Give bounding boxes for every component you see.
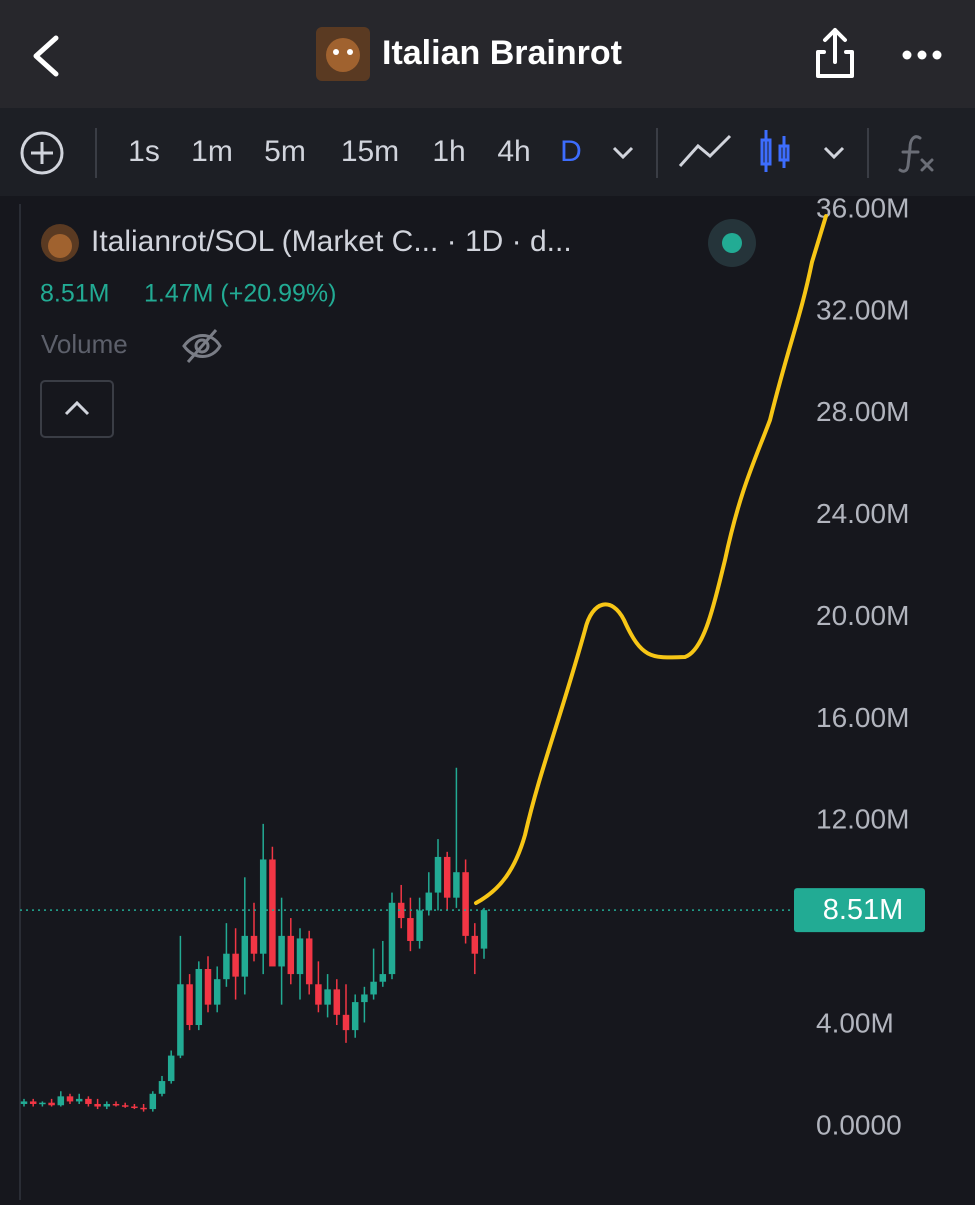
price-label: 8.51M <box>823 894 904 926</box>
candle-body <box>388 902 396 975</box>
candle-body <box>39 1102 46 1105</box>
candle-body <box>361 994 368 1003</box>
y-tick-label: 0.0000 <box>816 1109 902 1140</box>
candle-body <box>140 1107 147 1110</box>
candle-body <box>195 968 203 1026</box>
candle-body <box>269 859 276 967</box>
candle-body <box>177 984 184 1056</box>
candle-body <box>305 938 313 985</box>
indicators-button[interactable] <box>898 135 934 173</box>
legend-last: 8.51M <box>40 280 109 308</box>
candle-body <box>434 856 442 893</box>
add-button[interactable] <box>20 131 64 175</box>
y-tick-label: 32.00M <box>816 294 909 325</box>
candle-body <box>443 856 451 898</box>
candle-body <box>232 953 239 977</box>
candle-body <box>370 981 377 995</box>
candle-body <box>416 910 423 941</box>
y-tick-label: 24.00M <box>816 498 909 529</box>
candle-body <box>453 872 460 898</box>
header-bar <box>0 0 975 108</box>
candle-body <box>167 1055 175 1082</box>
candle-body <box>75 1098 83 1102</box>
candle-body <box>57 1096 65 1106</box>
candle-body <box>259 859 267 954</box>
candle-body <box>158 1081 166 1094</box>
interval-button[interactable]: D <box>560 135 582 168</box>
toolbar <box>0 108 975 196</box>
candle-body <box>85 1098 92 1104</box>
candle-body <box>112 1103 120 1106</box>
hide-volume-button[interactable] <box>182 329 222 363</box>
candle-body <box>204 968 212 1005</box>
candle-body <box>480 910 488 949</box>
candle-body <box>315 984 322 1005</box>
candle-body <box>250 935 258 954</box>
line-chart-button[interactable] <box>678 134 732 168</box>
more-button[interactable] <box>902 50 942 60</box>
candle-body <box>241 935 249 977</box>
y-tick-label: 36.00M <box>816 192 909 223</box>
interval-button[interactable]: 5m <box>264 135 306 168</box>
candle-body <box>462 872 469 936</box>
legend-avatar <box>41 224 79 262</box>
candle-body <box>342 1014 350 1031</box>
candle-body <box>149 1093 157 1110</box>
candle-body <box>471 935 479 954</box>
back-button[interactable] <box>33 35 59 77</box>
interval-dropdown[interactable] <box>612 146 634 160</box>
legend-change: 1.47M (+20.99%) <box>144 280 336 308</box>
y-tick-label: 20.00M <box>816 600 909 631</box>
y-tick-label: 4.00M <box>816 1007 894 1038</box>
share-button[interactable] <box>816 28 854 78</box>
candle-body <box>379 974 387 982</box>
chart-type-dropdown[interactable] <box>823 146 845 160</box>
candle-body <box>94 1103 101 1107</box>
candle-body <box>223 953 230 980</box>
candle-body <box>186 984 193 1026</box>
candle-body <box>29 1101 37 1104</box>
candle-body <box>425 892 433 911</box>
candle-body <box>66 1096 74 1102</box>
candle-body <box>351 1002 359 1031</box>
candle-body <box>20 1101 28 1104</box>
plot: 0.00004.00M8.00M12.00M16.00M20.00M24.00M… <box>20 192 909 1140</box>
candle-body <box>103 1103 111 1107</box>
candle-body <box>48 1102 55 1106</box>
collapse-button[interactable] <box>40 380 114 438</box>
header-title: Italian Brainrot <box>382 34 622 72</box>
candle-body <box>333 989 341 1015</box>
status-dot <box>722 233 742 253</box>
interval-button[interactable]: 4h <box>497 135 530 168</box>
price-label-box <box>794 888 925 933</box>
hand-drawn-annotation <box>474 214 828 905</box>
candle-body <box>131 1106 138 1109</box>
y-tick-label: 16.00M <box>816 702 909 733</box>
candle-body <box>324 989 331 1005</box>
volume-label: Volume <box>41 329 128 359</box>
legend-symbol: Italianrot/SOL (Market C... · 1D · d... <box>91 225 572 258</box>
candle-body <box>296 938 304 975</box>
interval-button[interactable]: 1h <box>432 135 465 168</box>
interval-button[interactable]: 15m <box>341 135 399 168</box>
interval-button[interactable]: 1m <box>191 135 233 168</box>
candle-body <box>397 902 405 919</box>
y-tick-label: 28.00M <box>816 396 909 427</box>
y-tick-label: 12.00M <box>816 804 909 835</box>
token-avatar <box>316 27 370 81</box>
candle-chart-button[interactable] <box>760 130 790 172</box>
candle-body <box>121 1105 129 1107</box>
candle-body <box>287 935 295 975</box>
interval-button[interactable]: 1s <box>128 135 160 168</box>
candle-body <box>213 979 221 1005</box>
candle-body <box>407 918 414 941</box>
candle-body <box>278 935 285 967</box>
